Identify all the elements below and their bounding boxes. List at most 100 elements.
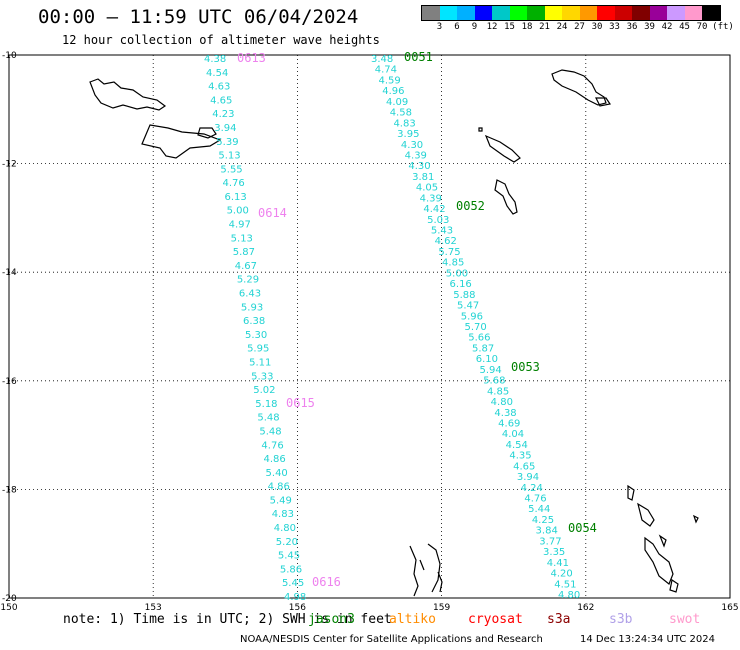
wave-height-label: 5.87 [233, 247, 255, 258]
wave-height-label: 5.02 [253, 385, 275, 396]
wave-height-label: 5.95 [247, 344, 269, 355]
colorbar-swatch [597, 6, 615, 20]
wave-height-label: 4.39 [420, 193, 442, 204]
wave-height-label: 5.20 [276, 537, 298, 548]
wave-height-label: 4.30 [408, 161, 430, 172]
wave-height-label: 3.94 [214, 123, 236, 134]
wave-height-label: 4.09 [386, 97, 408, 108]
lat-tick-label: -14 [2, 268, 17, 278]
wave-height-label: 4.69 [498, 418, 520, 429]
wave-height-label: 5.87 [472, 343, 494, 354]
wave-height-label: 4.20 [551, 569, 573, 580]
lat-tick-label: -12 [2, 160, 17, 170]
colorbar-unit: (ft) [712, 22, 734, 32]
footer-timestamp: 14 Dec 13:24:34 UTC 2024 [580, 634, 715, 645]
footer-credit: NOAA/NESDIS Center for Satellite Applica… [240, 634, 543, 645]
coastline-new-caledonia-reefs [409, 543, 443, 597]
colorbar-label: 24 [556, 22, 568, 32]
wave-height-label: 6.43 [239, 289, 261, 300]
wave-height-label: 5.29 [237, 275, 259, 286]
pass-label: 0616 [312, 575, 341, 589]
colorbar-labels: 3 6 9 12 15 18 21 24 27 30 33 36 39 42 45 70 (ft) [421, 21, 734, 35]
coastline-solomon [551, 69, 607, 106]
pass-label: 0051 [404, 50, 433, 64]
coastline-islet-3 [478, 127, 483, 132]
coastlines [89, 69, 699, 597]
coastline-vanuatu [627, 484, 699, 593]
wave-height-label: 5.03 [427, 215, 449, 226]
colorbar-swatch [614, 6, 632, 20]
colorbar-swatch [457, 6, 475, 20]
lon-tick-label: 156 [289, 603, 306, 613]
pass-label: 0054 [568, 521, 597, 535]
wave-height-label: 4.63 [208, 82, 230, 93]
wave-height-label: 4.30 [401, 140, 423, 151]
note-text: note: 1) Time is in UTC; 2) SWH is in fe… [63, 612, 392, 627]
colorbar-swatch [702, 6, 720, 20]
colorbar-swatch [509, 6, 527, 20]
wave-height-label: 3.95 [397, 129, 419, 140]
wave-height-label: 3.35 [543, 547, 565, 558]
wave-height-label: 5.30 [245, 330, 267, 341]
wave-height-label: 5.49 [270, 495, 292, 506]
colorbar-swatch [439, 6, 457, 20]
wave-height-label: 5.70 [465, 322, 487, 333]
colorbar-label: 42 [661, 22, 673, 32]
wave-height-label: 5.48 [257, 413, 279, 424]
wave-height-label: 5.86 [280, 564, 302, 575]
colorbar-label: 6 [454, 22, 460, 32]
wave-height-label: 4.41 [547, 558, 569, 569]
wave-height-label: 6.13 [225, 192, 247, 203]
wave-height-label: 4.62 [435, 236, 457, 247]
lat-tick-label: -18 [2, 485, 17, 495]
wave-height-label: 5.13 [231, 233, 253, 244]
wave-height-label: 4.38 [494, 408, 516, 419]
coastline-islet-2 [595, 97, 611, 107]
wave-height-label: 4.80 [274, 523, 296, 534]
colorbar-label: 30 [591, 22, 603, 32]
wave-height-label: 4.80 [558, 590, 580, 601]
coastline-rennell [484, 134, 521, 163]
lat-tick-label: -10 [2, 51, 17, 61]
wave-height-label: 4.35 [509, 451, 531, 462]
wave-height-label: 5.11 [249, 357, 271, 368]
wave-height-label: 5.94 [479, 365, 501, 376]
wave-height-label: 4.24 [521, 483, 543, 494]
wave-height-label: 3.94 [517, 472, 539, 483]
wave-height-label: 4.76 [261, 440, 283, 451]
wave-height-label: 4.38 [204, 54, 226, 65]
wave-height-label: 4.67 [235, 261, 257, 272]
track-0613-0616: 4.38 4.54 4.63 4.65 4.23 3.94 5.39 5.13 5.55 4.76… [204, 54, 306, 603]
wave-height-label: 4.97 [229, 220, 251, 231]
wave-height-label: 5.40 [266, 468, 288, 479]
wave-height-label: 4.74 [375, 65, 397, 76]
lat-tick-label: -20 [2, 594, 17, 604]
wave-height-label: 4.65 [513, 461, 535, 472]
wave-height-label: 5.00 [446, 268, 468, 279]
colorbar-label: 3 [436, 22, 443, 32]
wave-height-label: 5.00 [227, 206, 249, 217]
pass-labels: 0613 0614 0615 0616 0051 0052 0053 0054 [237, 50, 597, 589]
colorbar-label: 15 [504, 22, 515, 32]
wave-height-label: 4.85 [442, 258, 464, 269]
wave-height-label: 3.84 [536, 526, 558, 537]
wave-height-label: 4.23 [212, 109, 234, 120]
colorbar-label: 70 [696, 22, 708, 32]
wave-height-label: 4.54 [206, 68, 228, 79]
colorbar: 3 6 9 12 15 18 21 24 27 30 33 36 39 42 45 70 (ft) [421, 5, 734, 35]
wave-height-label: 4.04 [502, 429, 524, 440]
colorbar-label: 21 [539, 22, 550, 32]
colorbar-swatch [579, 6, 597, 20]
lon-tick-label: 165 [721, 603, 738, 613]
legend-entry-jason3: jason3 [308, 612, 355, 627]
colorbar-swatch [562, 6, 580, 20]
wave-height-label: 4.96 [382, 86, 404, 97]
wave-height-label: 4.76 [524, 494, 546, 505]
colorbar-swatch [684, 6, 702, 20]
wave-height-label: 5.93 [241, 302, 263, 313]
graticule [9, 55, 730, 598]
wave-height-label: 4.83 [393, 118, 415, 129]
wave-height-label: 4.80 [491, 397, 513, 408]
lon-tick-label: 159 [433, 603, 450, 613]
